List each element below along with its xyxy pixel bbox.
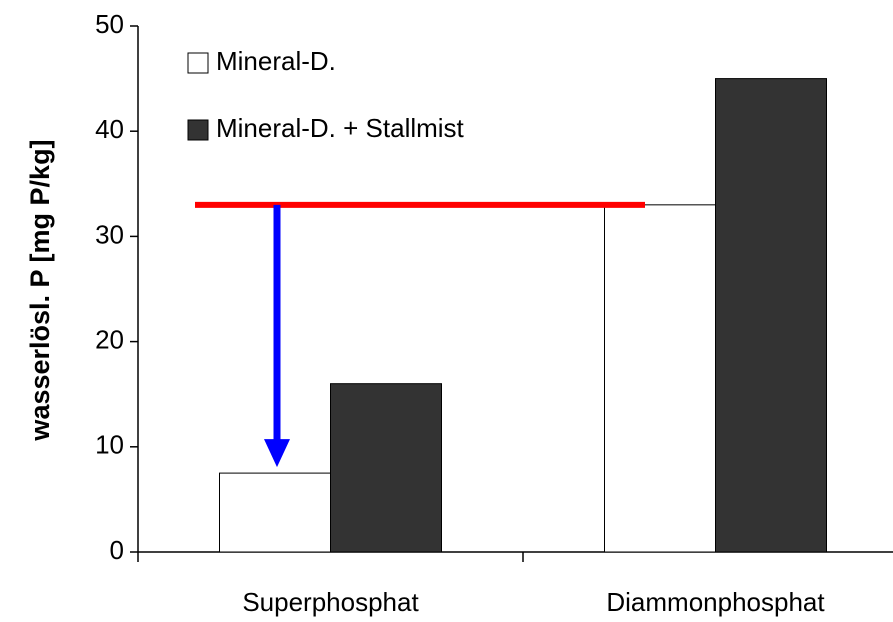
x-tick-label: Superphosphat xyxy=(242,587,419,617)
y-tick-label: 0 xyxy=(110,535,124,565)
y-tick-label: 50 xyxy=(95,9,124,39)
y-tick-label: 10 xyxy=(95,430,124,460)
bar xyxy=(715,78,827,553)
y-axis-label: wasserlösl. P [mg P/kg] xyxy=(25,139,55,441)
bar xyxy=(604,204,716,553)
legend-label: Mineral-D. xyxy=(216,46,336,76)
arrow-head xyxy=(264,439,290,468)
y-tick-label: 40 xyxy=(95,114,124,144)
x-tick-label: Diammonphosphat xyxy=(606,587,825,617)
legend-swatch xyxy=(187,119,209,141)
bar xyxy=(330,383,442,553)
y-tick-label: 30 xyxy=(95,219,124,249)
y-tick-label: 20 xyxy=(95,324,124,354)
legend-label: Mineral-D. + Stallmist xyxy=(216,113,465,143)
bar xyxy=(219,472,331,553)
legend-swatch xyxy=(187,52,209,74)
